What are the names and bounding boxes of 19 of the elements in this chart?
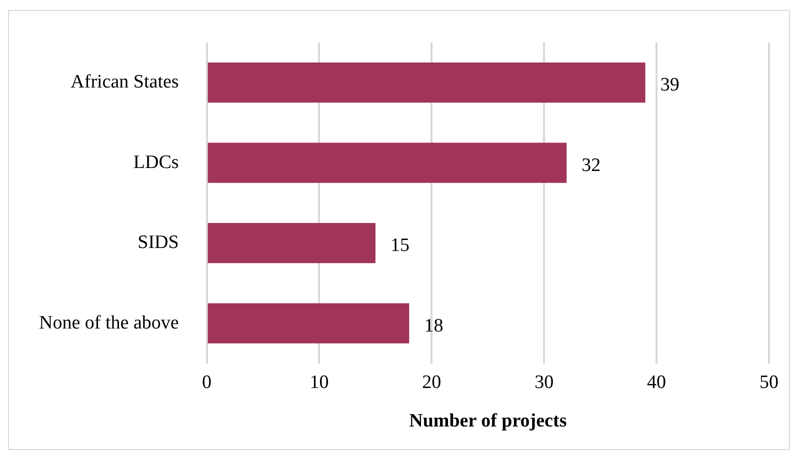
bar bbox=[208, 303, 410, 344]
x-tick-label: 40 bbox=[647, 372, 666, 393]
x-tick-label: 30 bbox=[534, 372, 554, 393]
data-label: 18 bbox=[424, 315, 444, 336]
data-label: 15 bbox=[390, 235, 410, 256]
bar bbox=[208, 222, 376, 264]
x-tick-label: 20 bbox=[422, 372, 442, 393]
data-label: 39 bbox=[660, 74, 680, 96]
y-tick-label: None of the above bbox=[38, 312, 179, 334]
y-tick-label: African States bbox=[70, 72, 179, 93]
y-tick-label: LDCs bbox=[133, 152, 179, 173]
y-tick-label: SIDS bbox=[138, 232, 179, 254]
x-axis-title: Number of projects bbox=[409, 410, 567, 432]
bar bbox=[208, 142, 567, 183]
data-label: 32 bbox=[582, 154, 601, 176]
bar bbox=[208, 62, 646, 103]
x-tick-label: 10 bbox=[310, 372, 329, 393]
x-tick-label: 50 bbox=[760, 372, 778, 393]
x-tick-label: 0 bbox=[202, 372, 212, 393]
